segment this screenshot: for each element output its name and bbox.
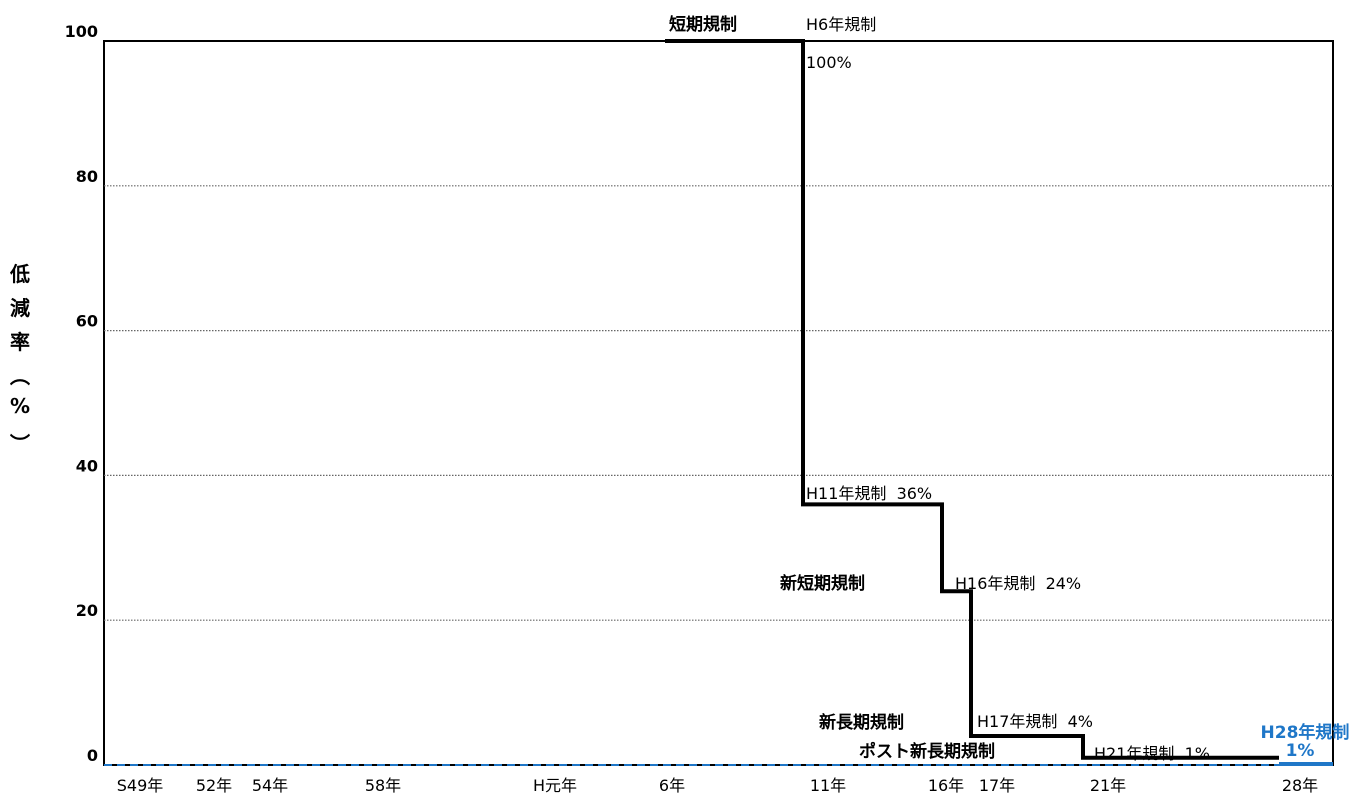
x-tick-label-5: 6年 [659,776,685,795]
y-tick-label-0: 0 [87,746,98,765]
annotations: 短期規制 H6年規制 100% H11年規制 36% 新短期規制 H16年規制 24% 新長… [669,14,1349,763]
y-axis-label-char: 減 [10,296,30,320]
y-tick-label-40: 40 [76,456,98,475]
annotation-10: H28年規制 [1261,722,1350,743]
x-tick-label-3: 58年 [365,776,401,795]
annotation-5: H16年規制 24% [955,574,1081,593]
annotation-9: H21年規制 1% [1094,744,1210,763]
annotation-11: 1% [1286,741,1315,761]
y-axis-label-char: ︶ [10,432,30,456]
annotation-6: 新長期規制 [819,712,904,733]
x-tick-label-1: 52年 [196,776,232,795]
annotation-7: H17年規制 4% [977,712,1093,731]
x-tick-label-10: 28年 [1282,776,1318,795]
y-axis-label-char: 率 [10,330,30,354]
annotation-2: 100% [806,53,852,72]
x-tick-label-2: 54年 [252,776,288,795]
annotation-1: H6年規制 [806,15,876,34]
annotation-8: ポスト新長期規制 [859,741,995,762]
x-tick-label-6: 11年 [810,776,846,795]
plot-frame [103,40,1334,766]
y-tick-labels: 0 20 40 60 80 100 [65,22,98,765]
series-line-0 [665,39,1279,760]
y-tick-label-20: 20 [76,601,98,620]
annotation-4: 新短期規制 [780,573,865,594]
y-tick-label-80: 80 [76,167,98,186]
y-axis-label-char: % [9,394,31,418]
series-lines [104,39,1333,766]
x-tick-label-8: 17年 [979,776,1015,795]
x-tick-label-0: S49年 [117,776,164,795]
gridlines [104,185,1333,621]
annotation-0: 短期規制 [669,14,737,35]
annotation-3: H11年規制 36% [806,484,932,503]
y-tick-label-60: 60 [76,312,98,331]
x-tick-label-9: 21年 [1090,776,1126,795]
y-axis-label-char: ︵ [10,364,30,388]
y-axis-label-char: 低 [10,262,30,286]
x-tick-label-7: 16年 [928,776,964,795]
x-tick-labels: S49年 52年 54年 58年 H元年 6年 11年 16年 17年 21年 28年 [117,776,1318,795]
x-tick-label-4: H元年 [533,776,577,795]
y-tick-label-100: 100 [65,22,98,41]
